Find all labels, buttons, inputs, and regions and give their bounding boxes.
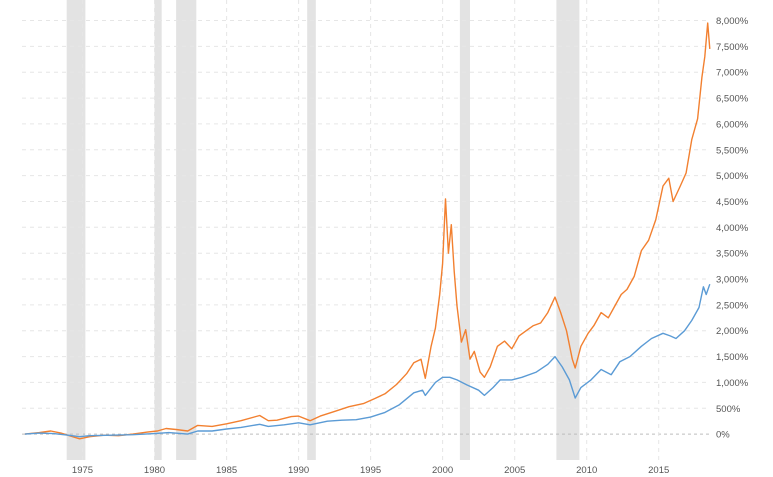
y-tick-label: 2,500%: [716, 300, 749, 311]
series-line-1: [24, 283, 711, 438]
y-axis: 0% 500% 1,000% 1,500% 2,000% 2,500% 3,000% 3,50…: [716, 16, 749, 441]
x-tick-label: 1995: [360, 465, 381, 476]
y-tick-label: 5,500%: [716, 145, 749, 156]
x-tick-label: 1985: [216, 465, 237, 476]
y-tick-label: 7,500%: [716, 42, 749, 53]
x-tick-label: 1990: [288, 465, 309, 476]
y-tick-label: 7,000%: [716, 68, 749, 79]
y-tick-label: 1,500%: [716, 352, 749, 363]
y-tick-label: 6,000%: [716, 119, 749, 130]
series-line-0: [24, 22, 711, 440]
y-tick-label: 0%: [716, 430, 730, 441]
y-tick-label: 500%: [716, 404, 741, 415]
y-tick-label: 1,000%: [716, 378, 749, 389]
series-lines: [24, 22, 711, 440]
shaded-period-2: [176, 0, 197, 460]
shaded-period-3: [307, 0, 316, 460]
shaded-period-1: [154, 0, 162, 460]
shaded-period-0: [66, 0, 86, 460]
y-tick-label: 5,000%: [716, 171, 749, 182]
x-tick-label: 1980: [144, 465, 165, 476]
y-tick-label: 3,000%: [716, 275, 749, 286]
y-tick-label: 8,000%: [716, 16, 749, 27]
y-tick-label: 2,000%: [716, 326, 749, 337]
y-tick-label: 4,000%: [716, 223, 749, 234]
grid-lines: [22, 0, 710, 460]
x-tick-label: 2000: [432, 465, 453, 476]
y-tick-label: 6,500%: [716, 94, 749, 105]
shaded-periods: [66, 0, 580, 460]
x-tick-label: 2005: [504, 465, 525, 476]
y-tick-label: 4,500%: [716, 197, 749, 208]
y-tick-label: 3,500%: [716, 249, 749, 260]
x-tick-label: 1975: [72, 465, 93, 476]
x-axis: 1975 1980 1985 1990 1995 2000 2005 2010 2015: [72, 465, 669, 476]
shaded-period-5: [556, 0, 580, 460]
x-tick-label: 2010: [576, 465, 597, 476]
shaded-period-4: [459, 0, 470, 460]
x-tick-label: 2015: [648, 465, 669, 476]
